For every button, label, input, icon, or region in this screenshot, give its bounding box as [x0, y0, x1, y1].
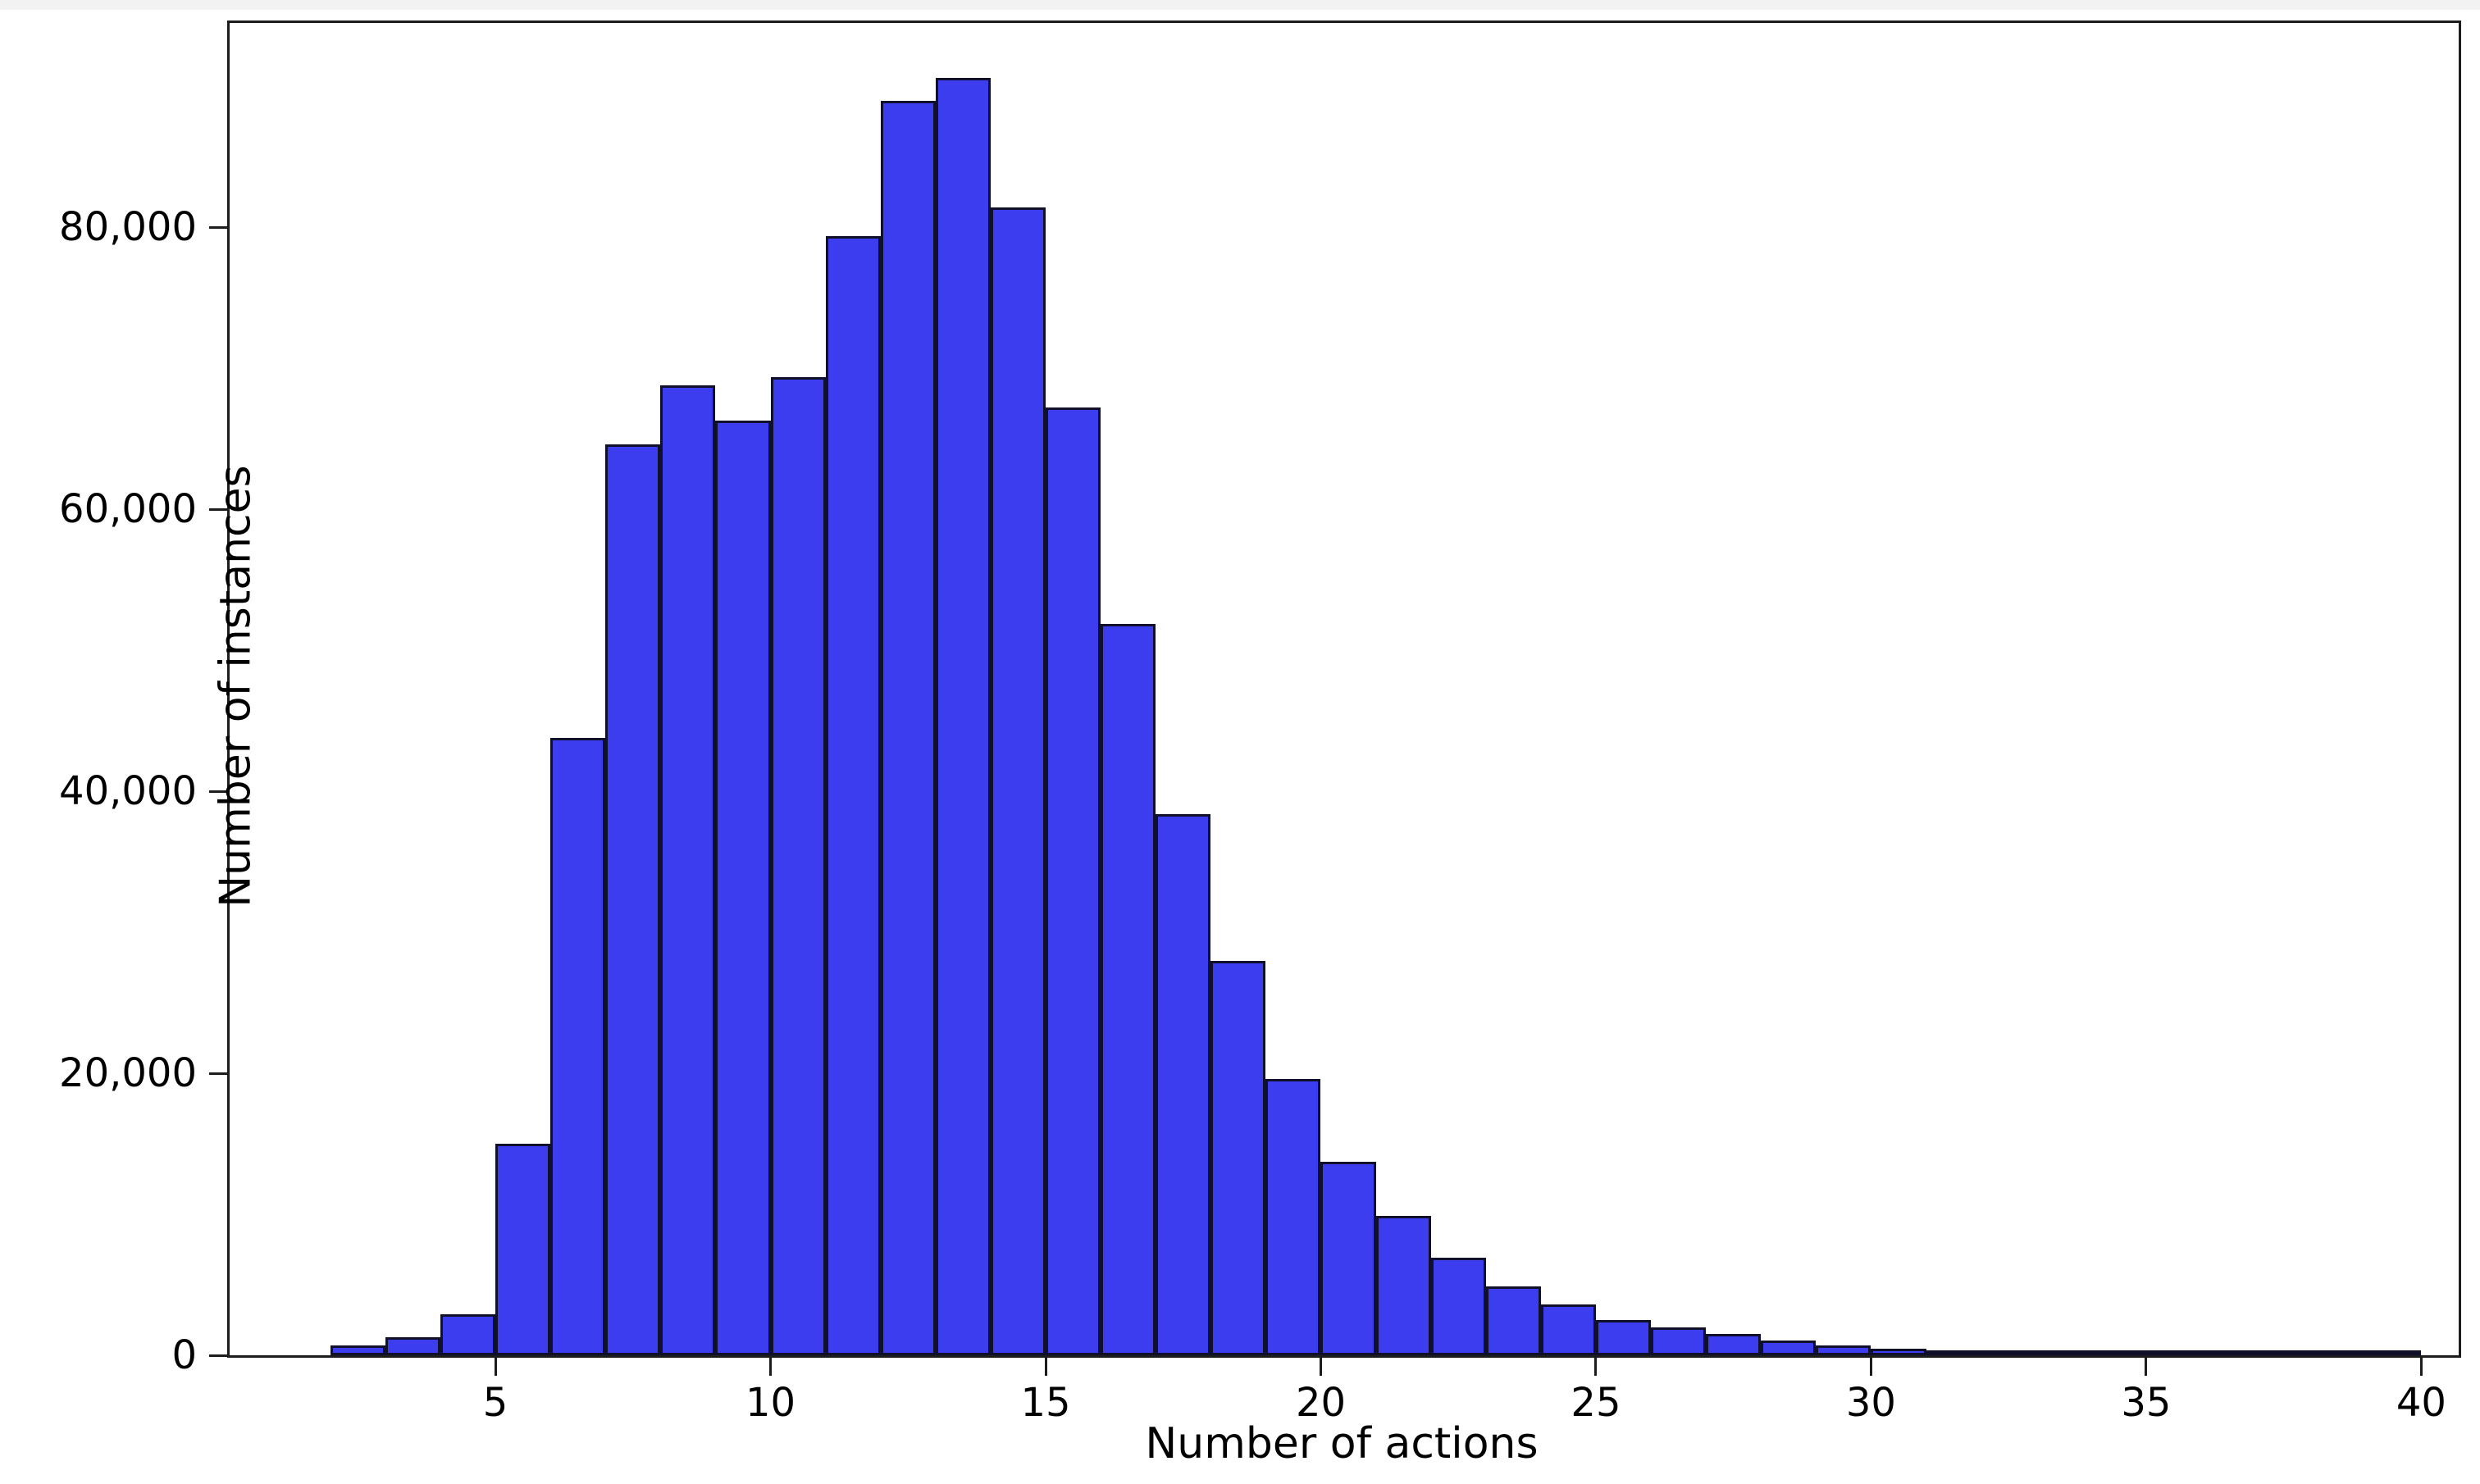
x-axis-tick: [494, 1358, 497, 1376]
x-axis-tick: [2419, 1358, 2423, 1376]
histogram-bar: [2145, 1350, 2201, 1355]
histogram-bar: [1816, 1345, 1871, 1355]
histogram-bar: [1485, 1286, 1541, 1355]
y-axis-tick: [209, 790, 227, 793]
histogram-bar: [715, 420, 771, 1355]
histogram-bar: [1871, 1349, 1926, 1355]
x-axis-tick: [769, 1358, 773, 1376]
x-axis-tick: [2145, 1358, 2148, 1376]
histogram-bar: [1101, 623, 1156, 1355]
x-axis-tick-label: 40: [2396, 1380, 2446, 1426]
x-axis-title: Number of actions: [1145, 1419, 1539, 1468]
x-axis-tick-label: 20: [1295, 1380, 1347, 1426]
histogram-bar: [2200, 1350, 2257, 1355]
histogram-bar: [1651, 1327, 1707, 1355]
top-edge-strip: [0, 0, 2480, 10]
y-axis-tick-label: 20,000: [59, 1050, 197, 1097]
plot-area: 5 10 15 20 25 30 35 40 0 20,000 40,000 60,000 80,000: [59, 20, 2461, 1423]
histogram-bar: [2311, 1350, 2367, 1355]
histogram-bar: [440, 1314, 496, 1355]
y-axis-tick-label: 0: [171, 1332, 197, 1378]
y-axis-tick: [209, 508, 227, 511]
y-axis-tick-label: 60,000: [59, 486, 197, 533]
histogram-bar: [770, 376, 826, 1355]
y-axis-tick: [209, 1072, 227, 1075]
histogram-bar: [605, 444, 661, 1355]
y-axis-tick-label: 40,000: [59, 768, 197, 815]
histogram-bar: [1540, 1304, 1596, 1355]
histogram-bar: [1375, 1215, 1431, 1355]
y-axis-tick: [209, 225, 227, 229]
x-axis-tick: [1319, 1358, 1322, 1376]
histogram-bar: [1926, 1350, 1981, 1355]
x-axis-tick-label: 25: [1571, 1380, 1621, 1426]
y-axis-tick-label: 80,000: [59, 204, 197, 251]
histogram-bar: [495, 1144, 551, 1355]
histogram-bar: [1046, 407, 1101, 1355]
histogram-bar: [660, 385, 716, 1355]
histogram-bar: [550, 737, 606, 1355]
histogram-bar: [1595, 1320, 1652, 1355]
histogram-bar: [1981, 1350, 2036, 1355]
histogram-bar: [935, 78, 991, 1355]
x-axis-tick-label: 10: [745, 1380, 796, 1426]
histogram-bar: [990, 207, 1046, 1355]
y-axis-title: Number of instances: [211, 465, 261, 908]
x-axis-tick: [1044, 1358, 1047, 1376]
x-axis-tick: [1594, 1358, 1598, 1376]
histogram-bar: [1430, 1258, 1486, 1355]
histogram-bar: [2366, 1350, 2422, 1355]
x-axis-tick-label: 15: [1020, 1380, 1071, 1426]
histogram-bar: [2090, 1350, 2146, 1355]
histogram-bar: [1706, 1334, 1762, 1355]
bars-container: [230, 23, 2459, 1355]
histogram-bar: [330, 1345, 385, 1355]
histogram-bar: [825, 235, 881, 1355]
y-axis-tick: [209, 1354, 227, 1357]
x-axis-tick-label: 30: [1845, 1380, 1896, 1426]
x-axis-tick: [1869, 1358, 1872, 1376]
histogram-bar: [1761, 1340, 1817, 1355]
histogram-bar: [385, 1336, 440, 1355]
x-axis-tick-label: 5: [482, 1380, 508, 1426]
histogram-bar: [880, 100, 936, 1355]
histogram-bar: [1265, 1078, 1321, 1355]
histogram-bar: [1320, 1162, 1376, 1355]
histogram-bar: [1210, 960, 1266, 1355]
histogram-bar: [2256, 1350, 2312, 1355]
x-axis-tick-label: 35: [2121, 1380, 2172, 1426]
histogram-bar: [2036, 1350, 2091, 1355]
histogram-bar: [1156, 813, 1211, 1355]
